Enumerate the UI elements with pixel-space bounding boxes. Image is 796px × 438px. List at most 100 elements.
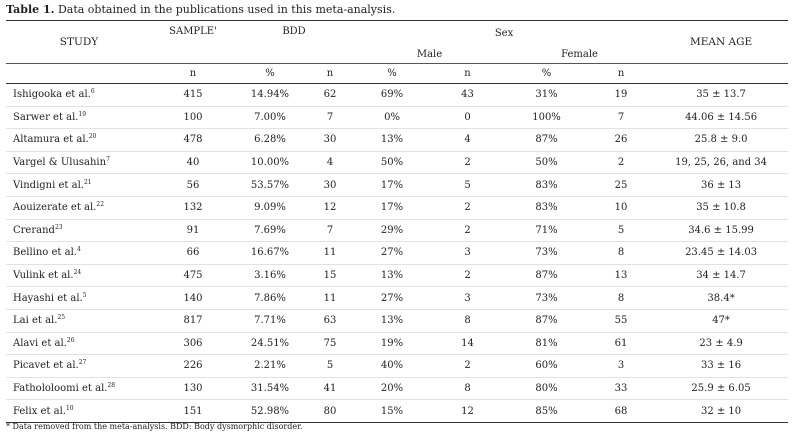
cell-male-pct: 13%	[354, 309, 431, 333]
header-study: STUDY	[6, 20, 152, 64]
cell-female-n: 10	[588, 196, 655, 220]
cell-study: Lai et al.25	[6, 309, 152, 333]
cell-male-n: 2	[430, 219, 506, 243]
cell-bdd-pct: 7.71%	[234, 309, 306, 333]
cell-male-pct: 40%	[354, 354, 431, 378]
reference-number: 4	[76, 246, 81, 254]
cell-female-pct: 87%	[505, 264, 589, 288]
study-name: Felix et al.	[13, 405, 66, 417]
meta-analysis-table: STUDY SAMPLE' BDD Sex MEAN AGE Male Fema…	[6, 20, 789, 423]
cell-mean-age: 36 ± 13	[654, 173, 789, 197]
reference-number: 23	[54, 223, 63, 231]
cell-mean-age: 34 ± 14.7	[654, 264, 789, 288]
subheader-age-blank	[654, 63, 789, 84]
subheader-female-pct: %	[505, 63, 589, 84]
cell-female-n: 8	[588, 241, 655, 265]
cell-male-pct: 69%	[354, 83, 431, 107]
cell-male-pct: 19%	[354, 332, 431, 356]
cell-bdd-n: 75	[306, 332, 355, 356]
cell-study: Vulink et al.24	[6, 264, 152, 288]
reference-number: 10	[65, 404, 74, 412]
cell-sample: 40	[152, 151, 234, 175]
header-bdd: BDD	[234, 20, 355, 64]
cell-female-pct: 73%	[505, 286, 589, 310]
study-name: Altamura et al.	[13, 134, 89, 146]
cell-female-n: 13	[588, 264, 655, 288]
subheader-male-n: n	[430, 63, 506, 84]
table-body: STUDY SAMPLE' BDD Sex MEAN AGE Male Fema…	[6, 20, 789, 423]
table-row: Vulink et al.24 475 3.16% 15 13% 2 87% 13 34 ± 1…	[6, 264, 789, 288]
cell-study: Alavi et al.26	[6, 332, 152, 356]
cell-bdd-pct: 9.09%	[234, 196, 306, 220]
cell-mean-age: 35 ± 10.8	[654, 196, 789, 220]
cell-sample: 415	[152, 83, 234, 107]
study-name: Alavi et al.	[13, 337, 67, 349]
cell-sample: 817	[152, 309, 234, 333]
cell-mean-age: 34.6 ± 15.99	[654, 219, 789, 243]
header-female: Female	[505, 46, 655, 64]
cell-bdd-pct: 24.51%	[234, 332, 306, 356]
reference-number: 26	[66, 336, 75, 344]
reference-number: 7	[106, 156, 110, 164]
cell-male-pct: 17%	[354, 173, 431, 197]
study-name: Picavet et al.	[13, 360, 79, 372]
table-row: Aouizerate et al.22 132 9.09% 12 17% 2 83% 10 35…	[6, 196, 789, 220]
cell-study: Picavet et al.27	[6, 354, 152, 378]
cell-bdd-n: 7	[306, 106, 355, 130]
study-name: Aouizerate et al.	[13, 202, 97, 214]
cell-female-pct: 85%	[505, 399, 589, 423]
study-name: Vindigni et al.	[13, 179, 84, 191]
cell-mean-age: 19, 25, 26, and 34	[654, 151, 789, 175]
cell-study: Fathololoomi et al.28	[6, 377, 152, 401]
cell-bdd-n: 11	[306, 241, 355, 265]
cell-bdd-pct: 7.69%	[234, 219, 306, 243]
table-row: Alavi et al.26 306 24.51% 75 19% 14 81% 61 23 ± …	[6, 332, 789, 356]
reference-number: 5	[82, 291, 87, 299]
cell-mean-age: 35 ± 13.7	[654, 83, 789, 107]
cell-male-n: 0	[430, 106, 506, 130]
cell-female-n: 25	[588, 173, 655, 197]
cell-sample: 91	[152, 219, 234, 243]
cell-female-pct: 83%	[505, 196, 589, 220]
cell-bdd-pct: 53.57%	[234, 173, 306, 197]
subheader-blank	[6, 63, 152, 84]
cell-male-pct: 29%	[354, 219, 431, 243]
cell-bdd-n: 7	[306, 219, 355, 243]
study-name: Bellino et al.	[13, 247, 77, 259]
table-row: Felix et al.10 151 52.98% 80 15% 12 85% 68 32 ± …	[6, 399, 789, 423]
cell-mean-age: 33 ± 16	[654, 354, 789, 378]
cell-sample: 475	[152, 264, 234, 288]
cell-mean-age: 25.9 ± 6.05	[654, 377, 789, 401]
cell-bdd-n: 30	[306, 173, 355, 197]
study-name: Lai et al.	[13, 315, 58, 327]
table-row: Sarwer et al.19 100 7.00% 7 0% 0 100% 7 44.06 ± …	[6, 106, 789, 130]
cell-bdd-n: 41	[306, 377, 355, 401]
header-sample: SAMPLE'	[152, 20, 234, 64]
cell-bdd-n: 63	[306, 309, 355, 333]
reference-number: 28	[107, 382, 116, 390]
table-row: Lai et al.25 817 7.71% 63 13% 8 87% 55 47*	[6, 309, 789, 333]
cell-female-pct: 73%	[505, 241, 589, 265]
cell-female-pct: 100%	[505, 106, 589, 130]
caption-label: Table 1.	[6, 3, 55, 16]
table-caption: Table 1. Data obtained in the publicatio…	[6, 3, 395, 17]
cell-study: Ishigooka et al.6	[6, 83, 152, 107]
cell-male-pct: 13%	[354, 128, 431, 152]
table-row: Vindigni et al.21 56 53.57% 30 17% 5 83% 25 36 ±…	[6, 173, 789, 197]
cell-female-n: 2	[588, 151, 655, 175]
reference-number: 19	[78, 110, 87, 118]
cell-female-n: 5	[588, 219, 655, 243]
cell-mean-age: 38.4*	[654, 286, 789, 310]
cell-mean-age: 23 ± 4.9	[654, 332, 789, 356]
cell-bdd-n: 30	[306, 128, 355, 152]
subheader-bdd-n: n	[306, 63, 355, 84]
cell-male-pct: 27%	[354, 241, 431, 265]
cell-study: Sarwer et al.19	[6, 106, 152, 130]
cell-study: Crerand23	[6, 219, 152, 243]
table-row: Ishigooka et al.6 415 14.94% 62 69% 43 31% 19 35…	[6, 83, 789, 107]
cell-female-n: 33	[588, 377, 655, 401]
cell-bdd-pct: 31.54%	[234, 377, 306, 401]
reference-number: 21	[83, 178, 92, 186]
cell-bdd-pct: 6.28%	[234, 128, 306, 152]
cell-male-pct: 20%	[354, 377, 431, 401]
